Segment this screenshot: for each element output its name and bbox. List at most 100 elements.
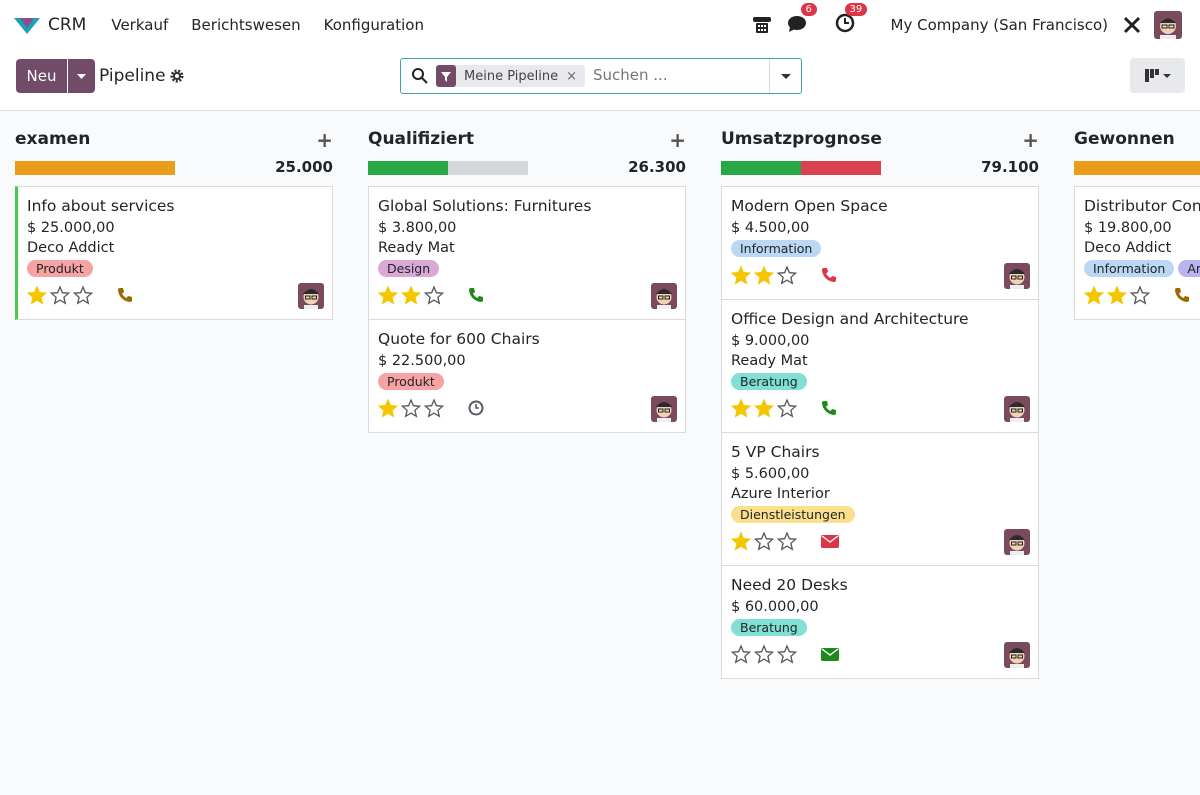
avatar-hair (1009, 269, 1025, 274)
tag-list: Produkt (378, 373, 676, 390)
kanban-card[interactable]: Need 20 Desks $ 60.000,00 Beratung (721, 565, 1039, 679)
star[interactable] (378, 398, 399, 418)
priority-stars[interactable] (1084, 285, 1160, 307)
tag: Beratung (731, 373, 807, 390)
kanban-card[interactable]: Quote for 600 Chairs $ 22.500,00 Produkt (368, 319, 686, 433)
priority-stars[interactable] (731, 644, 807, 666)
star[interactable] (423, 398, 445, 418)
kanban-card[interactable]: Modern Open Space $ 4.500,00 Information (721, 186, 1039, 300)
activity-icon[interactable] (821, 646, 841, 664)
tools-icon[interactable] (1122, 15, 1142, 35)
badge: 6 (800, 3, 817, 16)
activity-icon[interactable] (468, 287, 488, 305)
view-switcher[interactable] (1130, 58, 1185, 93)
menu-item[interactable]: Konfiguration (323, 16, 424, 34)
priority-stars[interactable] (731, 398, 807, 420)
facet-remove[interactable]: × (566, 68, 577, 84)
app-logo[interactable] (12, 14, 42, 36)
star[interactable] (776, 644, 798, 664)
priority-stars[interactable] (731, 531, 807, 553)
star[interactable] (400, 398, 422, 418)
star[interactable] (776, 398, 798, 418)
star[interactable] (400, 285, 422, 305)
avatar[interactable] (298, 283, 324, 309)
search-toggle[interactable] (769, 59, 802, 93)
star[interactable] (753, 265, 775, 285)
activity-icon[interactable] (468, 400, 488, 418)
new-button[interactable]: Neu (16, 59, 67, 93)
card-amount: $ 3.800,00 (378, 220, 457, 236)
avatar[interactable] (1004, 396, 1030, 422)
kanban-card[interactable]: Global Solutions: Furnitures $ 3.800,00 Re… (368, 186, 686, 320)
card-title: Need 20 Desks (731, 576, 848, 594)
card-title: Distributor Contract (1084, 197, 1200, 215)
avatar[interactable] (1004, 263, 1030, 289)
activity-icon[interactable] (1174, 287, 1194, 305)
priority-stars[interactable] (27, 285, 103, 307)
card-amount: $ 25.000,00 (27, 220, 115, 236)
avatar-glasses (664, 295, 670, 300)
star[interactable] (753, 398, 775, 418)
search-icon (412, 68, 428, 84)
card-amount: $ 60.000,00 (731, 599, 819, 615)
menu-item[interactable]: Verkauf (111, 16, 169, 34)
column-title: Qualifiziert (368, 129, 475, 149)
priority-stars[interactable] (378, 285, 454, 307)
avatar-glasses (658, 408, 664, 413)
app-name[interactable]: CRM (48, 15, 87, 35)
envelope-flap (821, 535, 839, 543)
user-avatar[interactable] (1154, 11, 1182, 39)
priority-stars[interactable] (731, 265, 807, 287)
star[interactable] (1106, 285, 1128, 305)
star[interactable] (776, 531, 798, 551)
priority-stars[interactable] (378, 398, 454, 420)
star[interactable] (776, 265, 798, 285)
column-total: 79.100 (981, 158, 1039, 176)
activity-icon[interactable] (821, 400, 841, 418)
card-list: Modern Open Space $ 4.500,00 Information Of… (721, 186, 1039, 679)
avatar[interactable] (1004, 642, 1030, 668)
star[interactable] (753, 531, 775, 551)
star[interactable] (753, 644, 775, 664)
star[interactable] (49, 285, 71, 305)
star[interactable] (731, 265, 752, 285)
star[interactable] (27, 285, 48, 305)
add-card[interactable]: + (1022, 128, 1039, 152)
add-card[interactable]: + (316, 128, 333, 152)
activity-icon[interactable] (117, 287, 137, 305)
kanban-card[interactable]: Distributor Contract $ 19.800,00 Deco Addi… (1074, 186, 1200, 320)
activity-icon[interactable] (821, 533, 841, 551)
star[interactable] (731, 531, 752, 551)
star[interactable] (1129, 285, 1151, 305)
navbar: CRM Verkauf Berichtswesen Konfiguration … (0, 0, 1200, 50)
avatar[interactable] (1004, 529, 1030, 555)
kanban-card[interactable]: 5 VP Chairs $ 5.600,00 Azure Interior Diens… (721, 432, 1039, 566)
menu-item[interactable]: Berichtswesen (191, 16, 301, 34)
star[interactable] (731, 398, 752, 418)
search-input[interactable] (591, 65, 765, 85)
avatar-hair (656, 402, 672, 407)
card-list: Distributor Contract $ 19.800,00 Deco Addi… (1074, 186, 1200, 320)
activity-icon[interactable] (821, 267, 841, 285)
kanban-card[interactable]: Office Design and Architecture $ 9.000,00… (721, 299, 1039, 433)
activities[interactable]: 39 (835, 3, 868, 38)
star[interactable] (378, 285, 399, 305)
star[interactable] (731, 644, 752, 664)
filter-facet[interactable]: Meine Pipeline × (436, 65, 585, 87)
kanban-icon (1145, 69, 1171, 82)
settings-gear[interactable] (169, 68, 185, 84)
star[interactable] (72, 285, 94, 305)
star[interactable] (1084, 285, 1105, 305)
avatar-shirt (1010, 285, 1024, 289)
avatar[interactable] (651, 283, 677, 309)
star[interactable] (423, 285, 445, 305)
avatar-hair (656, 289, 672, 294)
phone-icon[interactable] (751, 14, 773, 36)
company-switcher[interactable]: My Company (San Francisco) (890, 16, 1108, 34)
kanban-card[interactable]: Info about services $ 25.000,00 Deco Addic… (15, 186, 333, 320)
avatar[interactable] (651, 396, 677, 422)
add-card[interactable]: + (669, 128, 686, 152)
avatar-shirt (657, 305, 671, 309)
messages[interactable]: 6 (787, 3, 817, 38)
new-dropdown[interactable] (68, 59, 95, 93)
